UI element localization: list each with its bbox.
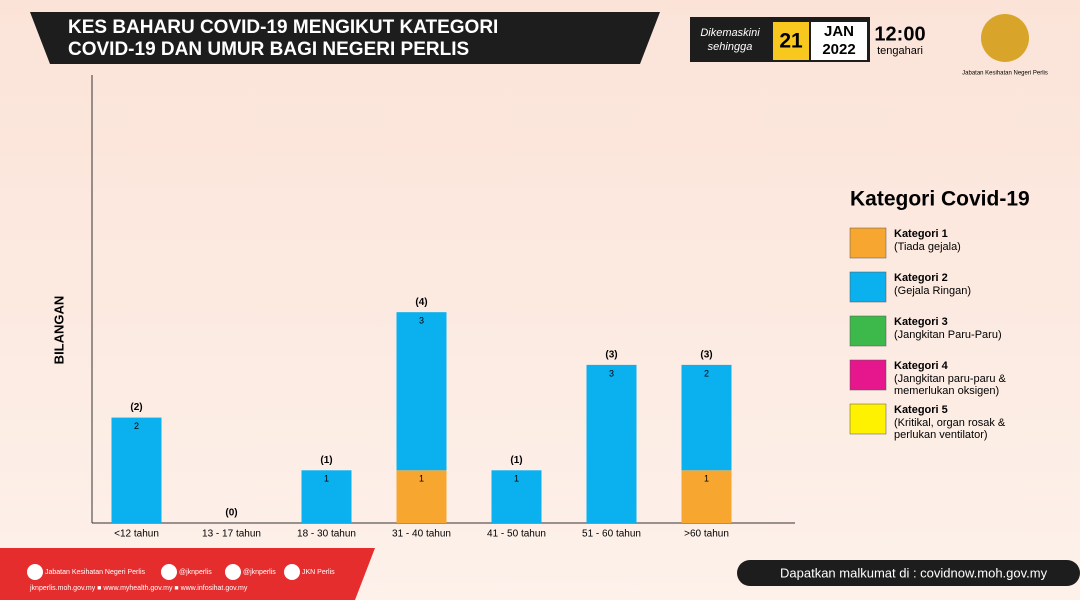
- total-label: (1): [320, 455, 332, 466]
- x-tick-label: 51 - 60 tahun: [582, 529, 641, 540]
- sites: jknperlis.moh.gov.my ■ www.myhealth.gov.…: [29, 585, 248, 592]
- total-label: (3): [605, 350, 617, 361]
- legend-name: Kategori 4: [894, 360, 949, 372]
- year: 2022: [822, 41, 855, 58]
- bar-segment: [111, 417, 162, 523]
- day: 21: [779, 30, 803, 53]
- social-icon: [27, 564, 43, 580]
- total-label: (3): [700, 350, 712, 361]
- legend-title: Kategori Covid-19: [850, 188, 1030, 211]
- bar-segment: [396, 312, 447, 471]
- segment-label: 2: [704, 368, 709, 378]
- segment-label: 2: [134, 421, 139, 431]
- agency: Jabatan Kesihatan Negeri Perlis: [962, 71, 1048, 77]
- legend-desc: perlukan ventilator): [894, 429, 988, 441]
- title: COVID-19 DAN UMUR BAGI NEGERI PERLIS: [68, 39, 469, 60]
- updated: sehingga: [708, 41, 753, 53]
- social-icon: [284, 564, 300, 580]
- title-banner: [30, 12, 660, 64]
- segment-label: 1: [419, 474, 424, 484]
- bar-segment: [396, 470, 447, 523]
- x-tick-label: 13 - 17 tahun: [202, 529, 261, 540]
- legend-name: Kategori 5: [894, 404, 948, 416]
- segment-label: 1: [514, 474, 519, 484]
- social: JKN Perlis: [302, 569, 335, 576]
- x-tick-label: 31 - 40 tahun: [392, 529, 451, 540]
- updated: Dikemaskini: [700, 27, 760, 39]
- bar-segment: [301, 470, 352, 523]
- info: Dapatkan malkumat di : covidnow.moh.gov.…: [780, 565, 1048, 580]
- day-box: [773, 22, 809, 60]
- total-label: (2): [130, 402, 142, 413]
- legend-desc: (Jangkitan paru-paru &: [894, 373, 1007, 385]
- legend-swatch: [849, 315, 887, 347]
- legend-swatch: [849, 359, 887, 391]
- legend-swatch: [849, 271, 887, 303]
- legend-desc: (Tiada gejala): [894, 241, 961, 253]
- month-box: [811, 22, 867, 60]
- time-note: tengahari: [877, 45, 923, 57]
- legend-desc: memerlukan oksigen): [894, 385, 999, 397]
- total-label: (0): [225, 508, 237, 519]
- total-label: (4): [415, 297, 427, 308]
- social: @jknperlis: [179, 569, 212, 576]
- segment-label: 3: [419, 316, 424, 326]
- month: JAN: [824, 23, 854, 40]
- social-icon: [225, 564, 241, 580]
- legend-desc: (Kritikal, organ rosak &: [894, 417, 1006, 429]
- x-tick-label: 18 - 30 tahun: [297, 529, 356, 540]
- info-box: [737, 560, 1080, 586]
- segment-label: 3: [609, 368, 614, 378]
- legend-swatch: [849, 227, 887, 259]
- time: 12:00: [874, 23, 925, 45]
- legend-name: Kategori 2: [894, 272, 948, 284]
- bar-segment: [586, 364, 637, 523]
- social: Jabatan Kesihatan Negeri Perlis: [45, 569, 146, 576]
- legend-name: Kategori 1: [894, 228, 948, 240]
- legend-desc: (Gejala Ringan): [894, 285, 971, 297]
- x-tick-label: 41 - 50 tahun: [487, 529, 546, 540]
- y-label: BILANGAN: [51, 296, 66, 365]
- legend-desc: (Jangkitan Paru-Paru): [894, 329, 1002, 341]
- social-icon: [161, 564, 177, 580]
- segment-label: 1: [324, 474, 329, 484]
- social: @jknperlis: [243, 569, 276, 576]
- total-label: (1): [510, 455, 522, 466]
- bar-segment: [681, 364, 732, 471]
- x-tick-label: >60 tahun: [684, 529, 729, 540]
- legend-name: Kategori 3: [894, 316, 948, 328]
- x-tick-label: <12 tahun: [114, 529, 159, 540]
- footer-banner: [0, 548, 375, 600]
- bar-segment: [681, 470, 732, 523]
- crest: [981, 14, 1029, 62]
- segment-label: 1: [704, 474, 709, 484]
- title: KES BAHARU COVID-19 MENGIKUT KATEGORI: [68, 17, 498, 38]
- bar-segment: [491, 470, 542, 523]
- legend-swatch: [849, 403, 887, 435]
